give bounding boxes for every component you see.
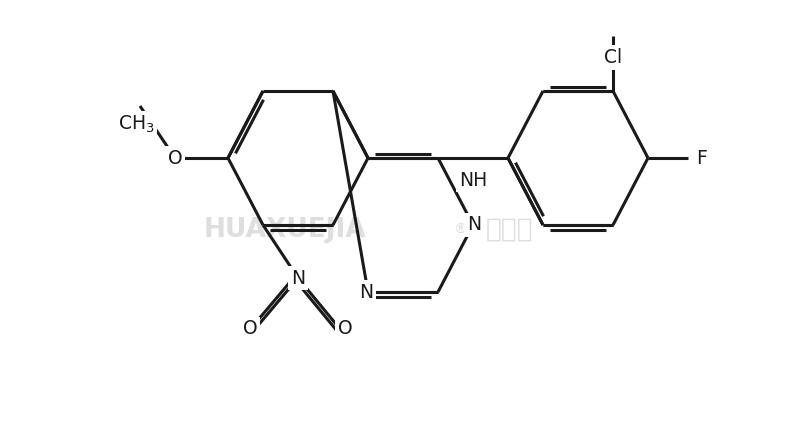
Text: Cl: Cl <box>604 48 622 67</box>
Text: O: O <box>338 320 352 339</box>
Text: N: N <box>467 216 481 234</box>
Text: 化学加: 化学加 <box>486 217 534 243</box>
Text: CH$_3$: CH$_3$ <box>118 114 154 135</box>
Text: NH: NH <box>459 170 487 190</box>
Text: O: O <box>242 320 258 339</box>
Text: F: F <box>696 149 707 167</box>
Text: N: N <box>359 282 373 302</box>
Text: N: N <box>291 268 305 288</box>
Text: O: O <box>168 149 182 167</box>
Text: ®: ® <box>453 223 467 237</box>
Text: HUAXUEJIA: HUAXUEJIA <box>204 217 366 243</box>
